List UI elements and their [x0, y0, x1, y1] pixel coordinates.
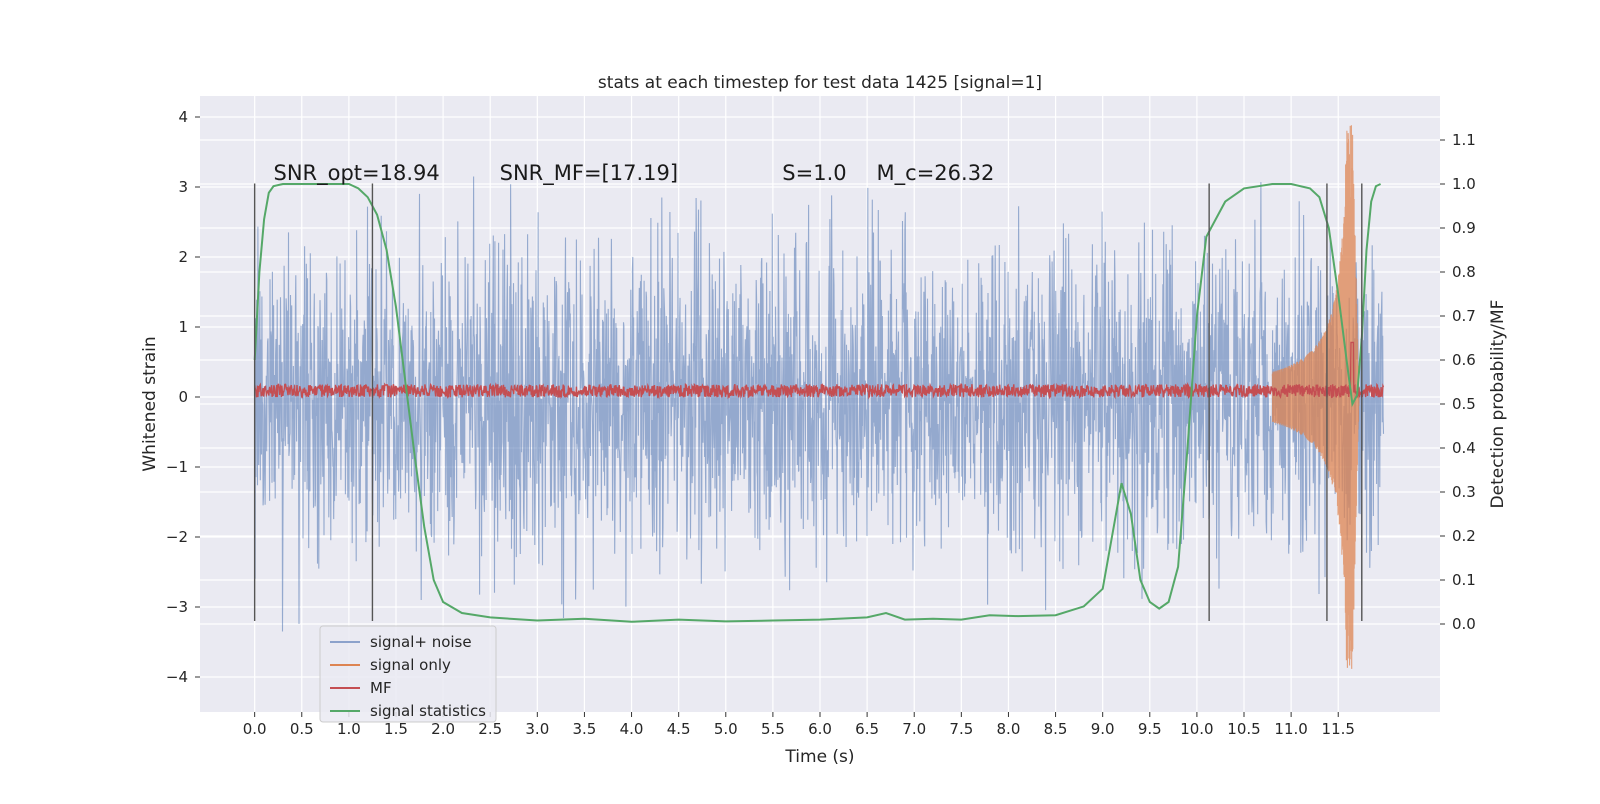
x-tick-label: 6.5 — [855, 720, 879, 738]
annotation: M_c=26.32 — [877, 161, 995, 186]
annotations: SNR_opt=18.94 SNR_MF=[17.19] S=1.0 M_c=26.3… — [273, 161, 994, 186]
y-tick-label-right: 0.9 — [1452, 219, 1476, 237]
x-tick-label: 3.5 — [573, 720, 597, 738]
signal-only-line — [1271, 125, 1360, 669]
x-tick-label: 0.0 — [243, 720, 267, 738]
x-tick-label: 4.5 — [667, 720, 691, 738]
x-tick-label: 10.0 — [1180, 720, 1213, 738]
x-tick-label: 10.5 — [1227, 720, 1260, 738]
y-tick-label-left: 0 — [178, 388, 188, 406]
x-tick-label: 5.0 — [714, 720, 738, 738]
y-axis-label-right: Detection probability/MF — [1488, 300, 1508, 509]
x-tick-label: 1.0 — [337, 720, 361, 738]
x-tick-label: 6.0 — [808, 720, 832, 738]
mf-line — [254, 341, 1385, 400]
series-mf — [254, 341, 1385, 400]
x-tick-label: 4.0 — [620, 720, 644, 738]
axes: 0.0 0.5 1.0 1.5 2.0 2.5 3.0 3.5 4.0 4.5 5.0 5.5 6.0 6… — [166, 108, 1476, 738]
x-tick-label: 3.0 — [525, 720, 549, 738]
x-tick-label: 2.5 — [478, 720, 502, 738]
x-tick-label: 9.0 — [1091, 720, 1115, 738]
y-tick-label-right: 1.0 — [1452, 175, 1476, 193]
y-tick-label-left: 1 — [178, 318, 188, 336]
legend-label: MF — [370, 679, 392, 697]
y-tick-label-right: 0.3 — [1452, 483, 1476, 501]
x-tick-label: 7.0 — [902, 720, 926, 738]
legend: signal+ noise signal only MF signal statist… — [319, 625, 497, 723]
series-signal-only — [1271, 125, 1360, 669]
y-tick-label-left: −3 — [166, 598, 188, 616]
y-tick-label-right: 0.5 — [1452, 395, 1476, 413]
y-tick-label-right: 0.6 — [1452, 351, 1476, 369]
vertical-markers — [253, 183, 1363, 621]
y-tick-label-right: 1.1 — [1452, 131, 1476, 149]
y-tick-label-right: 0.2 — [1452, 527, 1476, 545]
y-tick-label-left: −2 — [166, 528, 188, 546]
signal-noise-line — [254, 176, 1385, 632]
legend-label: signal statistics — [370, 702, 486, 720]
x-tick-label: 9.5 — [1138, 720, 1162, 738]
legend-label: signal+ noise — [370, 633, 472, 651]
y-tick-label-right: 0.1 — [1452, 571, 1476, 589]
x-tick-label: 8.5 — [1044, 720, 1068, 738]
y-axis-label-left: Whitened strain — [140, 336, 160, 471]
y-tick-label-right: 0.8 — [1452, 263, 1476, 281]
x-tick-label: 11.5 — [1322, 720, 1355, 738]
chart-title: stats at each timestep for test data 142… — [598, 73, 1042, 93]
annotation: S=1.0 — [782, 161, 846, 185]
y-tick-label-left: 3 — [178, 178, 188, 196]
series-signal-noise — [254, 176, 1385, 632]
x-tick-label: 2.0 — [431, 720, 455, 738]
y-tick-label-right: 0.0 — [1452, 615, 1476, 633]
x-tick-label: 7.5 — [949, 720, 973, 738]
annotation: SNR_opt=18.94 — [273, 161, 439, 186]
legend-label: signal only — [370, 656, 451, 674]
x-axis-label: Time (s) — [784, 747, 854, 767]
annotation: SNR_MF=[17.19] — [500, 161, 678, 186]
legend-box — [319, 625, 497, 723]
y-tick-label-left: 4 — [178, 108, 188, 126]
signal-statistics-line — [253, 183, 1382, 623]
y-tick-label-right: 0.4 — [1452, 439, 1476, 457]
series-signal-statistics — [253, 183, 1382, 623]
x-tick-label: 1.5 — [384, 720, 408, 738]
y-tick-label-left: −4 — [166, 668, 188, 686]
y-tick-label-left: 2 — [178, 248, 188, 266]
x-tick-label: 5.5 — [761, 720, 785, 738]
x-tick-label: 11.0 — [1274, 720, 1307, 738]
x-tick-label: 8.0 — [997, 720, 1021, 738]
y-tick-label-right: 0.7 — [1452, 307, 1476, 325]
x-tick-label: 0.5 — [290, 720, 314, 738]
y-tick-label-left: −1 — [166, 458, 188, 476]
